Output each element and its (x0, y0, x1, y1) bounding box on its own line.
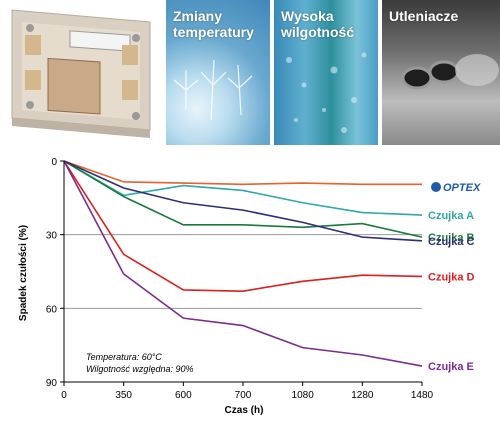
x-tick-label: 0 (61, 390, 67, 401)
sensor-module-image (11, 9, 151, 138)
humidity-label-line2: wilgotność (281, 24, 355, 40)
x-tick-label: 1480 (411, 390, 434, 401)
x-tick-label: 1080 (292, 390, 315, 401)
y-tick-label: 0 (51, 157, 57, 168)
y-axis-label: Spadek czułości (%) (18, 225, 29, 321)
series-label: Czujka A (428, 210, 474, 222)
optex-logo-text: OPTEX (443, 182, 481, 194)
series-label: Czujka E (428, 361, 474, 373)
x-tick-labels: 0 350 600 700 1080 1280 1480 (61, 390, 433, 401)
x-tick-label: 350 (115, 390, 132, 401)
series-line (63, 160, 423, 242)
series-label: Czujka B (428, 232, 475, 244)
x-tick-label: 600 (175, 390, 192, 401)
x-axis-label: Czas (h) (225, 405, 264, 416)
series-label: Czujka C (428, 236, 475, 248)
note-temperature: Temperatura: 60°C (86, 352, 162, 362)
series-lines (63, 160, 423, 367)
humidity-label-line1: Wysoka (281, 8, 334, 24)
series-label: Czujka D (428, 271, 475, 283)
y-tick-labels: 0 30 60 90 (46, 157, 58, 389)
sensor-photo (0, 0, 158, 145)
y-tick-label: 60 (46, 304, 58, 315)
note-humidity: Wilgotność względna: 90% (86, 364, 193, 374)
temperature-label-line1: Zmiany (173, 8, 223, 24)
series-line (63, 160, 423, 367)
exhaust-pipes (401, 54, 499, 90)
frost-pattern (173, 59, 253, 121)
series-line (63, 160, 423, 292)
oxidants-photo: Utleniacze (382, 0, 500, 145)
axes (60, 160, 423, 386)
temperature-photo: Zmiany temperatury (166, 0, 270, 145)
grid-lines (64, 234, 422, 309)
oxidants-label: Utleniacze (389, 8, 458, 24)
droplets-pattern (286, 52, 367, 133)
humidity-photo: Wysoka wilgotność (274, 0, 378, 145)
y-tick-label: 90 (46, 378, 58, 389)
oxidants-label-line1: Utleniacze (389, 8, 459, 24)
humidity-label: Wysoka wilgotność (281, 8, 354, 40)
y-tick-label: 30 (46, 231, 58, 242)
optex-logo: OPTEX (431, 182, 481, 194)
series-line (63, 160, 423, 216)
temperature-label: Zmiany temperatury (173, 8, 254, 40)
series-line (63, 160, 422, 186)
x-tick-label: 1280 (351, 390, 374, 401)
optex-logo-icon (431, 182, 441, 192)
temperature-label-line2: temperatury (173, 24, 254, 40)
series-line (63, 160, 423, 238)
x-tick-label: 700 (235, 390, 252, 401)
